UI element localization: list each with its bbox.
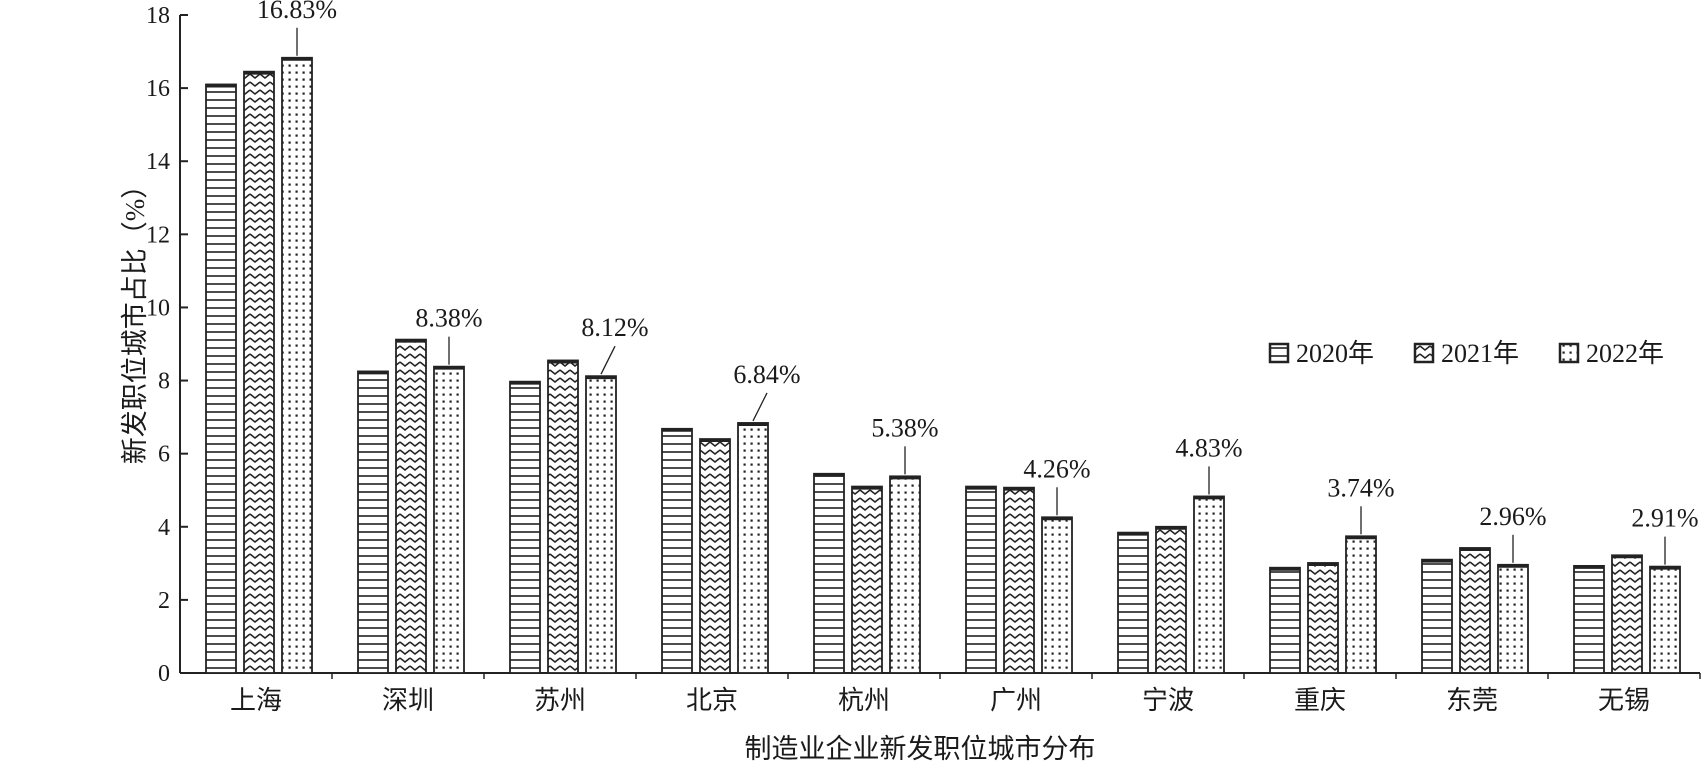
bar [1269,566,1301,674]
bar [965,485,997,674]
legend-swatch [1558,342,1580,364]
data-label: 4.83% [1175,433,1242,462]
legend: 2020年 2021年 2022年 [1268,339,1664,368]
bar [1421,558,1453,674]
bar [395,338,427,674]
y-tick-label: 12 [146,222,170,248]
y-tick-label: 18 [146,3,170,29]
x-tick-label: 东莞 [1446,686,1498,715]
data-label: 2.96% [1479,502,1546,531]
bar [1193,495,1225,674]
bar [1003,486,1035,674]
data-label: 16.83% [257,0,337,24]
x-tick-label: 深圳 [382,686,434,715]
x-tick-label: 上海 [230,686,282,715]
data-label: 4.26% [1023,454,1090,483]
y-tick-label: 6 [158,442,170,468]
x-tick-label: 重庆 [1294,686,1346,715]
bar [699,438,731,674]
data-label: 2.91% [1631,504,1698,533]
bar [1117,531,1149,674]
bar [1307,562,1339,674]
bar [1611,554,1643,674]
bar [813,472,845,674]
data-label: 3.74% [1327,473,1394,502]
bar [1459,547,1491,674]
bar [243,70,275,674]
data-label: 8.12% [581,313,648,342]
y-tick-label: 8 [158,369,170,395]
legend-swatch [1413,342,1435,364]
x-tick-label: 广州 [990,686,1042,715]
x-axis-title: 制造业企业新发职位城市分布 [745,734,1096,764]
x-tick-label: 宁波 [1142,686,1194,715]
bar [205,83,237,674]
data-label: 8.38% [415,304,482,333]
data-label: 6.84% [733,360,800,389]
legend-label: 2021年 [1441,339,1519,368]
legend-label: 2020年 [1296,339,1374,368]
y-tick-label: 10 [146,295,170,321]
bar [1573,564,1605,674]
y-tick-label: 16 [146,76,170,102]
y-tick-label: 2 [158,588,170,614]
data-label: 5.38% [871,413,938,442]
plot-area: 0 2 4 6 8 10 12 14 16 18 16.83% 上海 8.38% 深圳 8.12% 苏州 6.8… [146,0,1701,715]
x-tick-label: 苏州 [534,686,586,715]
annotation-leader [752,392,768,422]
bar [1649,565,1681,674]
x-tick-label: 杭州 [838,686,890,715]
bar [433,365,465,674]
y-tick-label: 0 [158,661,170,687]
x-tick-label: 北京 [686,686,738,715]
annotation-leader [600,345,616,375]
bar [889,475,921,674]
bar [661,427,693,674]
x-tick-label: 无锡 [1598,686,1650,715]
bar [851,485,883,674]
legend-swatch [1268,342,1290,364]
bar [281,56,313,674]
bar [1345,535,1377,674]
y-axis-title: 新发职位城市占比（%） [120,172,150,465]
bar [585,375,617,674]
bar [1155,525,1187,674]
bar [737,422,769,674]
bar [1497,563,1529,674]
bar [1041,516,1073,674]
y-tick-label: 4 [158,515,170,541]
legend-label: 2022年 [1586,339,1664,368]
bar [509,380,541,674]
y-tick-label: 14 [146,149,170,175]
bar [547,359,579,674]
bar [357,370,389,674]
